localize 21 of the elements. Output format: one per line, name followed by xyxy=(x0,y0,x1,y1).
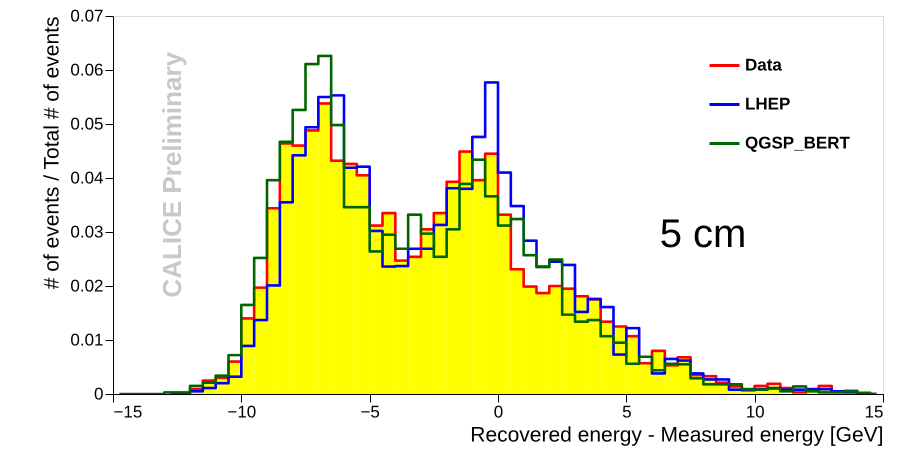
x-tick-label: 10 xyxy=(746,402,765,422)
annotation: 5 cm xyxy=(660,212,746,256)
legend-label: QGSP_BERT xyxy=(745,134,850,152)
y-tick-label: 0.03 xyxy=(70,222,104,242)
y-tick-label: 0.02 xyxy=(70,276,104,296)
legend-label: Data xyxy=(745,56,782,74)
x-tick-label: −5 xyxy=(360,402,380,422)
y-tick-label: 0.04 xyxy=(70,168,104,188)
y-tick-label: 0.01 xyxy=(70,330,104,350)
y-tick-label: 0.06 xyxy=(70,60,104,80)
y-axis-title: # of events / Total # of events xyxy=(40,16,64,290)
x-tick-label: −10 xyxy=(227,402,256,422)
x-tick-label: 0 xyxy=(494,402,504,422)
x-tick-label: 5 xyxy=(622,402,632,422)
y-tick-label: 0.07 xyxy=(70,6,104,26)
x-tick-label: 15 xyxy=(864,402,884,422)
legend-label: LHEP xyxy=(745,94,790,114)
x-axis-title: Recovered energy - Measured energy [GeV] xyxy=(470,424,884,446)
y-tick-label: 0.05 xyxy=(70,114,104,134)
x-tick-label: −15 xyxy=(114,402,142,422)
y-tick-label: 0 xyxy=(94,384,104,404)
